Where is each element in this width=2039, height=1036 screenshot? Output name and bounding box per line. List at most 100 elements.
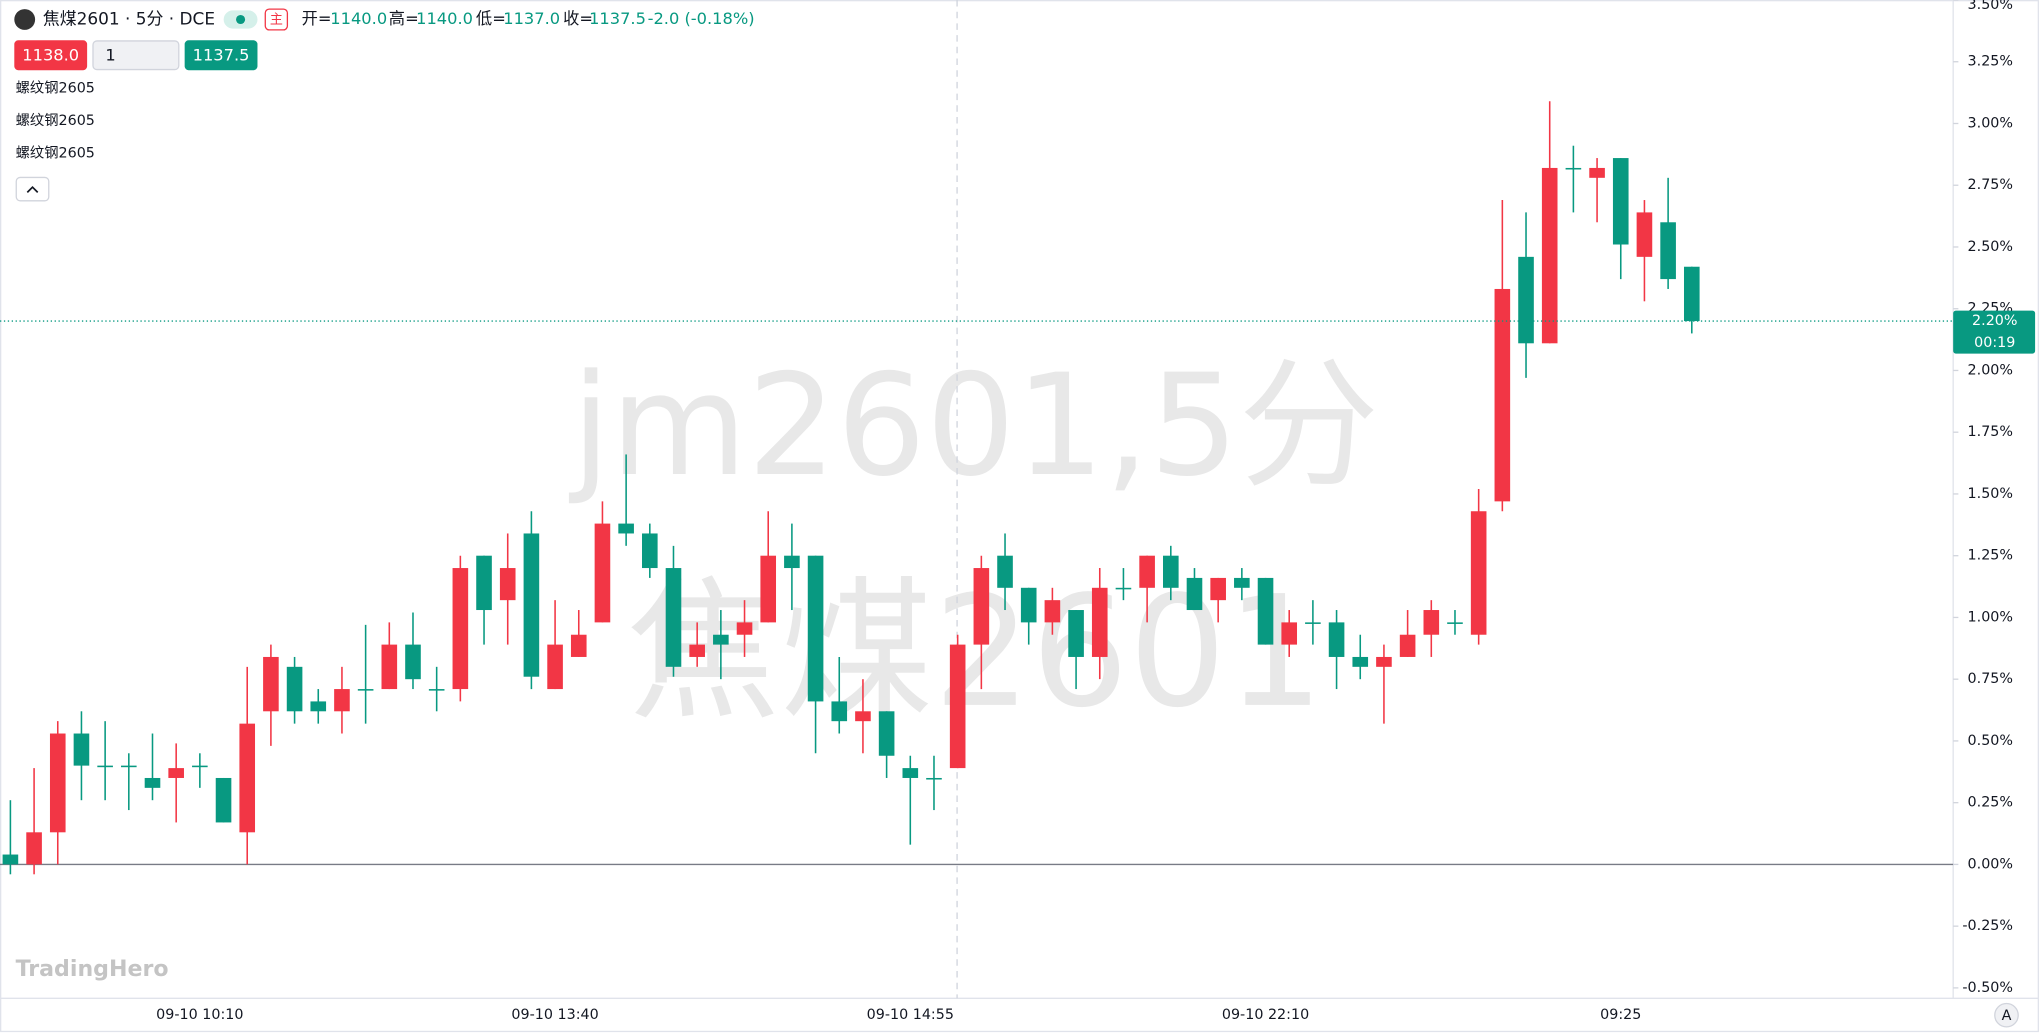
candle-body: [1068, 610, 1084, 657]
candle-body: [452, 568, 469, 690]
indicator[interactable]: 螺纹钢2605: [16, 112, 95, 129]
plot: [0, 101, 1954, 875]
candle-body: [547, 644, 563, 690]
candle-body: [1399, 634, 1416, 657]
candle-body: [642, 533, 658, 569]
candle-body: [973, 568, 990, 645]
collapse-button[interactable]: [15, 176, 50, 202]
candle-body: [263, 656, 279, 712]
indicator[interactable]: 螺纹钢2605: [16, 79, 95, 96]
candle-body: [1186, 577, 1203, 611]
candle-body: [997, 555, 1013, 588]
indicator[interactable]: 螺纹钢2605: [16, 144, 95, 161]
candle-body: [192, 765, 208, 768]
buy-button[interactable]: [184, 40, 258, 71]
y-tick-label: 1.25%: [1968, 548, 2013, 564]
candle-body: [1660, 222, 1676, 280]
candle-body: [713, 634, 729, 645]
order-panel: 1138.0 1 1137.5: [14, 40, 258, 71]
candle-body: [1612, 158, 1629, 245]
y-tick-label: 1.75%: [1968, 424, 2013, 440]
watermark: jm2601,5分 焦煤2601: [568, 345, 1379, 742]
price-badge-label: 2.20%: [1972, 313, 2017, 329]
y-tick-label: 1.00%: [1968, 609, 2013, 625]
candle-body: [381, 644, 398, 690]
candle-body: [428, 689, 445, 691]
price-badge: [1953, 310, 2036, 354]
high-value: 1140.0: [416, 9, 473, 28]
candle-body: [121, 765, 137, 768]
low-value: 1137.0: [503, 9, 560, 28]
candle-body: [831, 701, 848, 722]
y-tick-label: 0.25%: [1968, 795, 2013, 811]
scale-button[interactable]: [1994, 1002, 2019, 1028]
candle-body: [476, 555, 492, 611]
watermark-symbol: jm2601,5分: [568, 345, 1379, 508]
candle-body: [1305, 622, 1321, 624]
candle-body: [949, 644, 966, 769]
badge: 主: [270, 13, 283, 28]
low-label: 低=: [476, 9, 506, 28]
candle-body: [1541, 167, 1558, 344]
candle-body: [1352, 656, 1369, 667]
candle-body: [1257, 577, 1274, 645]
candle-body: [2, 854, 19, 865]
candle-body: [1328, 622, 1345, 657]
countdown: 00:19: [1974, 335, 2015, 351]
candle-body: [665, 568, 682, 667]
header: 焦煤2601 · 5分 · DCE 主 开= 1140.0 高= 1140.0 …: [14, 8, 755, 31]
open-label: 开=: [302, 9, 332, 28]
y-tick-label: 0.75%: [1968, 671, 2013, 687]
candle-body: [310, 701, 327, 712]
candle-body: [73, 733, 90, 766]
sell-price: 1138.0: [22, 45, 79, 64]
candle-body: [1470, 511, 1487, 635]
y-tick-label: 0.00%: [1968, 856, 2013, 872]
close-value: 1137.5: [589, 9, 646, 28]
quantity-input[interactable]: [92, 40, 180, 71]
y-tick-label: 3.00%: [1968, 115, 2013, 131]
candle-body: [97, 765, 113, 768]
change: -2.0 (-0.18%): [648, 9, 755, 28]
y-tick-label: 1.50%: [1968, 486, 2013, 502]
scale-label: A: [2002, 1008, 2012, 1024]
candle-body: [570, 634, 587, 657]
x-tick-label: 09-10 13:40: [511, 1007, 598, 1023]
candle-body: [1683, 266, 1700, 322]
candle-body: [1447, 622, 1463, 624]
sell-button[interactable]: [14, 40, 88, 71]
candle-body: [1044, 600, 1061, 623]
candle-body: [926, 777, 942, 780]
badge-box: [264, 8, 289, 31]
candle-body: [1376, 656, 1392, 667]
x-tick-label: 09-10 22:10: [1222, 1007, 1309, 1023]
candle-body: [168, 768, 184, 778]
candle-body: [499, 568, 516, 601]
y-tick-label: 3.50%: [1968, 0, 2013, 13]
candle-body: [878, 711, 895, 756]
candle-body: [1494, 288, 1511, 502]
candle-body: [618, 523, 634, 534]
y-tick-label: -0.25%: [1962, 918, 2013, 934]
candle-body: [215, 777, 232, 823]
candle-body: [1636, 212, 1653, 257]
toggle-dot: [236, 14, 246, 25]
candle-body: [1115, 587, 1132, 590]
candle-body: [1210, 577, 1226, 601]
candle-body: [807, 555, 824, 702]
y-tick-label: 3.25%: [1968, 54, 2013, 70]
candle-body: [334, 689, 350, 712]
candle-body: [1091, 587, 1108, 657]
candle-body: [49, 733, 66, 833]
candle-body: [405, 644, 421, 680]
candle-body: [689, 644, 705, 657]
high-label: 高=: [389, 9, 419, 28]
y-tick-label: 2.00%: [1968, 362, 2013, 378]
x-tick-label: 09-10 14:55: [867, 1007, 954, 1023]
candle-body: [855, 711, 871, 722]
candle-body: [26, 832, 42, 865]
candle-body: [1234, 577, 1250, 588]
